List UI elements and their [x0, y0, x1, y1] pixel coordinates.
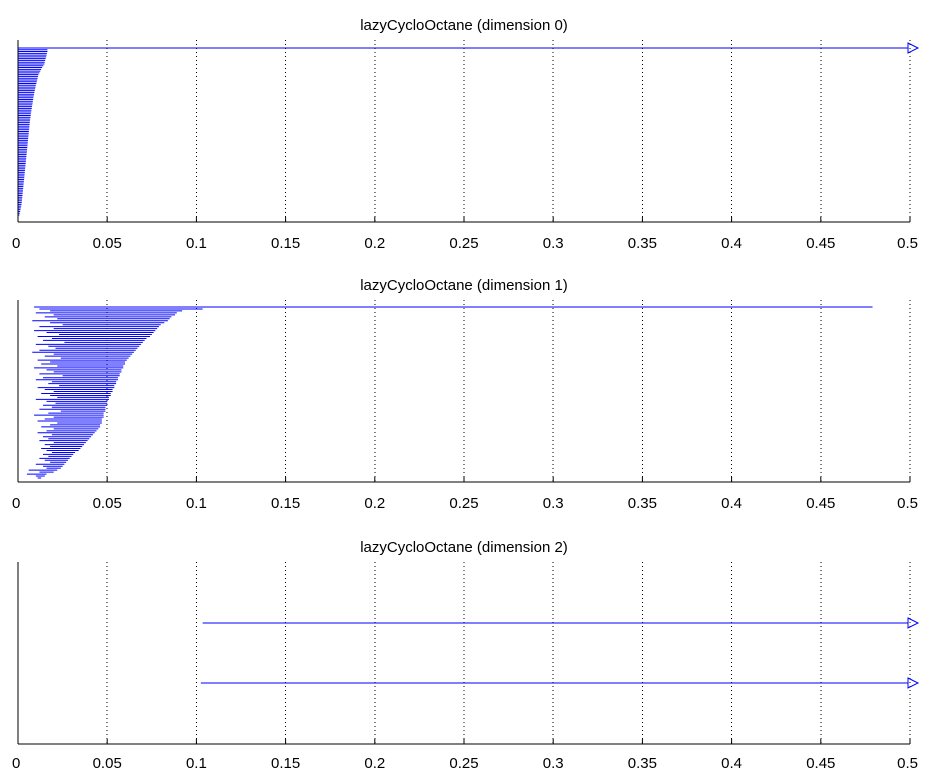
x-tick-label: 0.05 [93, 755, 122, 769]
infinity-arrow-icon [907, 42, 920, 54]
x-tick-label: 0.1 [186, 235, 207, 252]
x-tick-label: 0.2 [364, 495, 385, 512]
x-tick-label: 0.35 [628, 755, 657, 769]
x-tick-label: 0 [12, 235, 20, 252]
bars [200, 617, 920, 689]
x-tick-label: 0.15 [271, 495, 300, 512]
x-tick-label: 0.45 [806, 235, 835, 252]
x-tick-label: 0 [12, 495, 20, 512]
x-tick-label: 0.05 [93, 495, 122, 512]
x-tick-label: 0.35 [628, 495, 657, 512]
x-tick-label: 0 [12, 755, 20, 769]
grid-lines [106, 562, 911, 744]
panel-dimension-1: 0 0.05 0.1 0.15 0.2 0.25 0.3 0.35 0.4 0.45 0.5 laz… [12, 277, 918, 512]
x-tick-label: 0.2 [364, 235, 385, 252]
x-tick-label: 0.15 [271, 235, 300, 252]
bars [18, 42, 920, 216]
x-tick-label: 0.35 [628, 235, 657, 252]
x-tick-label: 0.25 [449, 495, 478, 512]
x-tick-label: 0.1 [186, 495, 207, 512]
x-tick-label: 0.05 [93, 235, 122, 252]
x-tick-label: 0.45 [806, 495, 835, 512]
x-tick-label: 0.45 [806, 755, 835, 769]
panel-dimension-2: 0 0.05 0.1 0.15 0.2 0.25 0.3 0.35 0.4 0.45 0.5 laz… [12, 539, 920, 769]
infinity-arrow-icon [907, 677, 920, 689]
x-tick-label: 0.4 [721, 495, 742, 512]
x-ticks: 0 0.05 0.1 0.15 0.2 0.25 0.3 0.35 0.4 0.45 0.5 [12, 739, 918, 769]
chart-title: lazyCycloOctane (dimension 2) [360, 539, 568, 556]
x-tick-label: 0.3 [543, 755, 564, 769]
panel-dimension-0: 0 0.05 0.1 0.15 0.2 0.25 0.3 0.35 0.4 0.45 0.5 laz… [12, 17, 920, 252]
x-ticks: 0 0.05 0.1 0.15 0.2 0.25 0.3 0.35 0.4 0.45 0.5 [12, 217, 918, 252]
infinity-arrow-icon [907, 617, 920, 629]
x-ticks: 0 0.05 0.1 0.15 0.2 0.25 0.3 0.35 0.4 0.45 0.5 [12, 477, 918, 512]
x-tick-label: 0.2 [364, 755, 385, 769]
x-tick-label: 0.4 [721, 755, 742, 769]
x-tick-label: 0.5 [897, 495, 918, 512]
chart-title: lazyCycloOctane (dimension 0) [360, 17, 568, 34]
x-tick-label: 0.3 [543, 495, 564, 512]
x-tick-label: 0.15 [271, 755, 300, 769]
x-tick-label: 0.1 [186, 755, 207, 769]
bars [26, 306, 873, 479]
chart-title: lazyCycloOctane (dimension 1) [360, 277, 568, 294]
x-tick-label: 0.4 [721, 235, 742, 252]
x-tick-label: 0.5 [897, 235, 918, 252]
x-tick-label: 0.3 [543, 235, 564, 252]
x-tick-label: 0.5 [897, 755, 918, 769]
x-tick-label: 0.25 [449, 235, 478, 252]
grid-lines [106, 300, 911, 482]
grid-lines [106, 40, 911, 222]
x-tick-label: 0.25 [449, 755, 478, 769]
